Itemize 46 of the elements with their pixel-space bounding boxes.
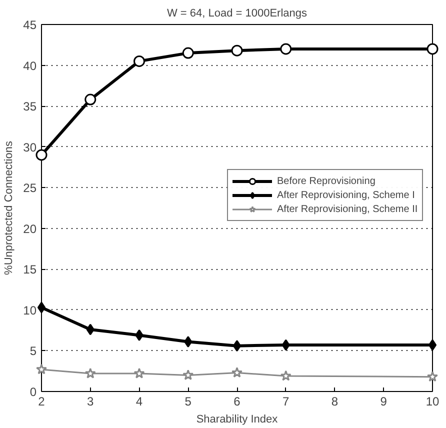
x-tick-label: 2	[38, 394, 46, 408]
point	[231, 44, 243, 56]
x-tick-label: 5	[184, 394, 192, 408]
point	[182, 47, 194, 59]
chart-title: W = 64, Load = 1000Erlangs	[166, 8, 308, 20]
point	[36, 364, 48, 374]
point	[135, 329, 144, 341]
point	[84, 94, 96, 106]
x-axis-title: Sharability Index	[196, 414, 278, 426]
y-tick-label: 5	[30, 344, 37, 358]
point	[231, 366, 243, 378]
x-tick-label: 8	[331, 394, 338, 408]
point	[232, 340, 242, 352]
x-tick-label: 3	[87, 394, 94, 408]
y-tick-label: 25	[23, 181, 37, 196]
point	[182, 369, 194, 380]
y-tick-label: 0	[30, 385, 37, 399]
x-tick-label: 4	[136, 394, 143, 408]
point	[280, 43, 292, 55]
point	[426, 43, 438, 55]
point	[282, 339, 290, 351]
legend-label: After Reprovisioning, Scheme II	[277, 202, 418, 216]
point	[36, 149, 48, 161]
y-axis-title: %Unprotected Connections	[3, 140, 16, 275]
legend-label: Before Reprovisioning	[277, 174, 376, 188]
point	[37, 302, 46, 314]
point	[84, 368, 96, 378]
x-tick-label: 7	[282, 394, 290, 408]
point	[428, 339, 437, 351]
point	[280, 370, 292, 381]
y-tick-label: 30	[23, 140, 37, 154]
legend-label: After Reprovisioning, Scheme I	[277, 188, 415, 202]
point	[134, 368, 145, 378]
y-tick-label: 45	[23, 18, 37, 32]
y-tick-label: 20	[23, 222, 37, 236]
y-tick-label: 10	[23, 303, 37, 318]
point	[426, 371, 438, 382]
point	[134, 55, 145, 67]
x-tick-label: 9	[380, 394, 388, 408]
y-tick-label: 15	[23, 262, 37, 277]
x-tick-label: 10	[426, 394, 440, 408]
y-tick-label: 35	[23, 100, 37, 114]
y-tick-label: 40	[23, 58, 37, 73]
point	[184, 336, 192, 348]
point	[86, 324, 94, 336]
x-tick-label: 6	[234, 394, 241, 408]
